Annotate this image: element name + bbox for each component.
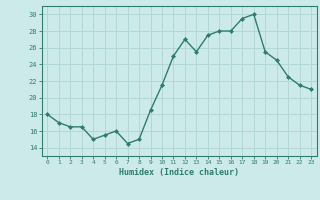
- X-axis label: Humidex (Indice chaleur): Humidex (Indice chaleur): [119, 168, 239, 177]
